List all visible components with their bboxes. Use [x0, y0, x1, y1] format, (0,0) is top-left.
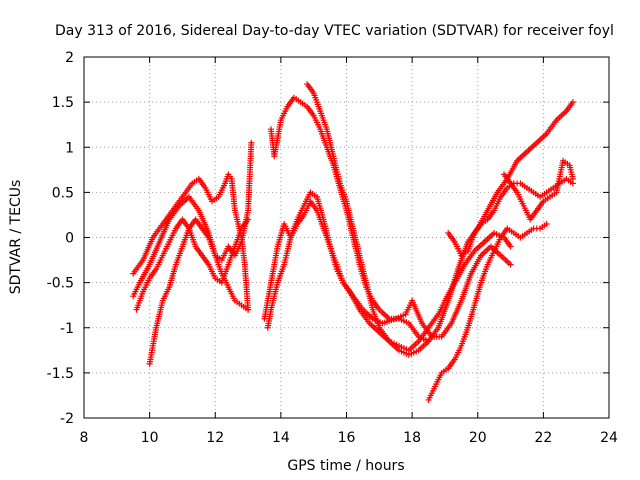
y-tick-label: 0	[65, 231, 74, 247]
axis-ticks: 8 10 12 14 16 18 20 22 24 -2 -1.5 -1 -0.5 0 0.5 1 1.5 2	[47, 50, 618, 446]
y-tick-label: 2	[65, 50, 74, 66]
data-point	[569, 99, 576, 106]
x-tick-label: 10	[141, 430, 159, 446]
x-axis-label: GPS time / hours	[287, 458, 404, 474]
data-point	[245, 306, 252, 313]
data-point	[245, 216, 252, 223]
y-tick-label: -0.5	[47, 276, 74, 292]
data-point	[569, 175, 576, 182]
y-tick-label: -1	[60, 321, 74, 337]
data-point	[507, 243, 514, 250]
series-track-10	[425, 220, 550, 403]
x-tick-label: 18	[403, 430, 421, 446]
series-track-11	[501, 157, 576, 223]
y-tick-label: -1.5	[47, 366, 74, 382]
y-tick-label: 1.5	[52, 95, 74, 111]
x-tick-label: 22	[534, 430, 552, 446]
x-tick-label: 14	[272, 430, 290, 446]
data-point	[507, 261, 514, 268]
series-track-5	[261, 189, 514, 354]
y-tick-label: -2	[60, 411, 74, 427]
series-track-8	[304, 81, 432, 358]
data-points	[130, 81, 576, 403]
x-tick-label: 16	[338, 430, 356, 446]
chart-title: Day 313 of 2016, Sidereal Day-to-day VTE…	[55, 23, 614, 39]
x-tick-label: 20	[469, 430, 487, 446]
series-track-3	[146, 139, 255, 367]
y-tick-label: 0.5	[52, 185, 74, 201]
series-track-2	[130, 193, 252, 313]
x-tick-label: 8	[80, 430, 89, 446]
x-tick-label: 12	[206, 430, 224, 446]
data-point	[543, 220, 550, 227]
y-axis-label: SDTVAR / TECUs	[8, 180, 24, 295]
x-tick-label: 24	[600, 430, 618, 446]
series-track-4	[133, 216, 252, 313]
data-point	[425, 338, 432, 345]
data-point	[248, 139, 255, 146]
y-tick-label: 1	[65, 140, 74, 156]
